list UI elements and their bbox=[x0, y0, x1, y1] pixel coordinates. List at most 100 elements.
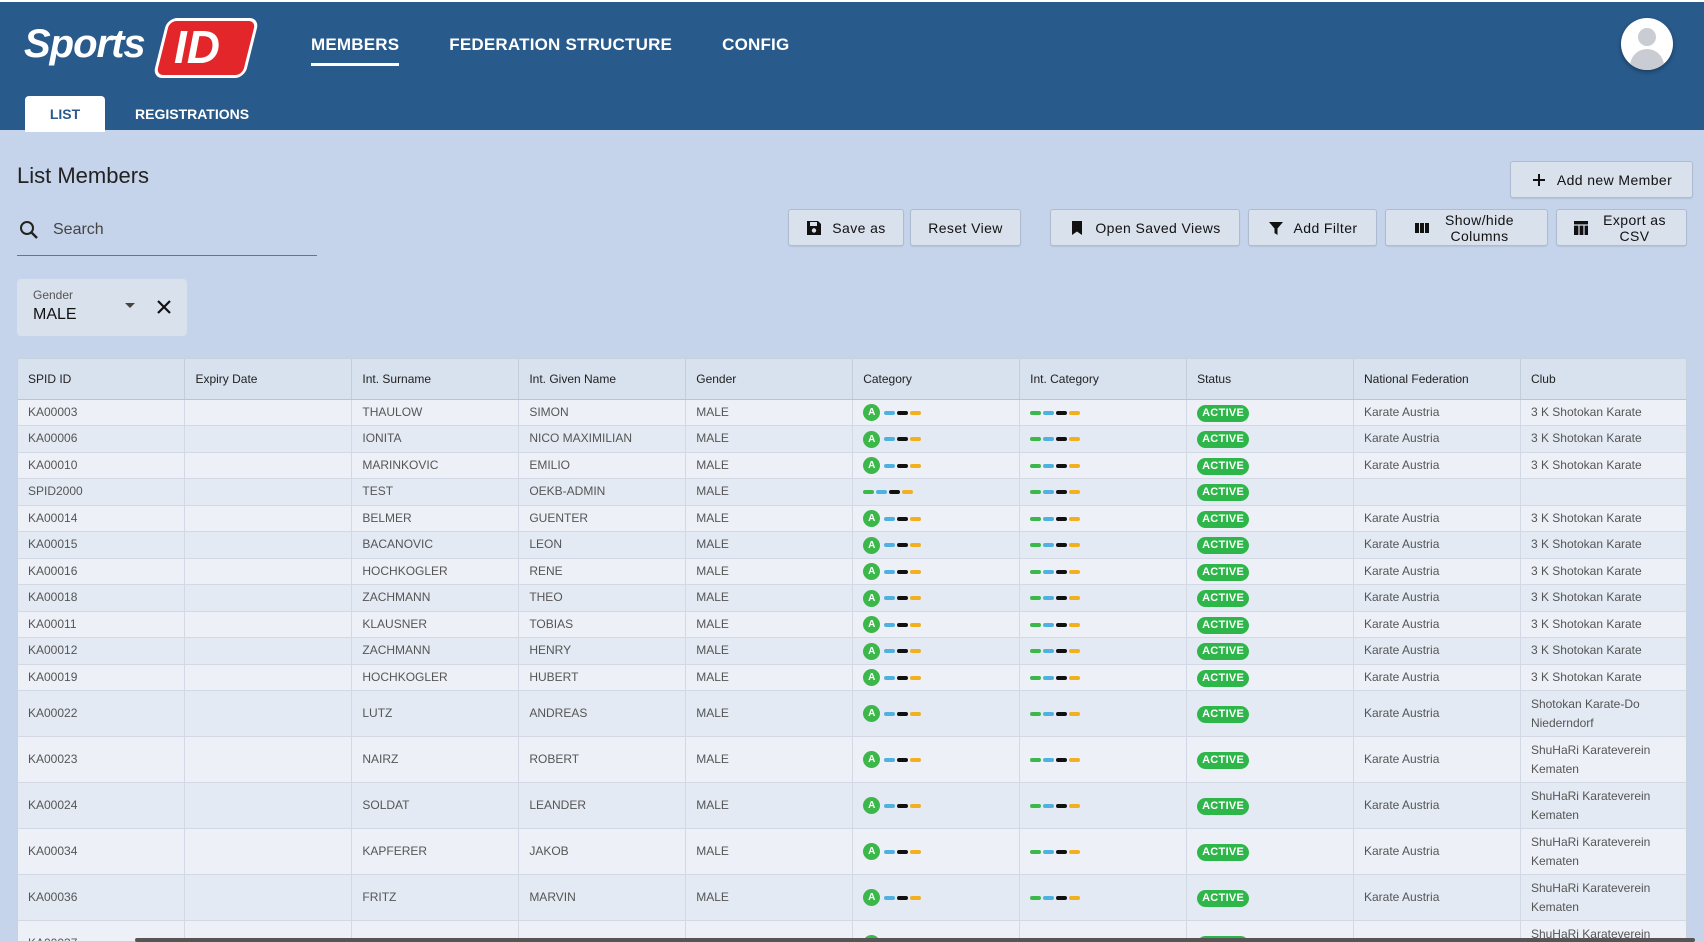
table-row[interactable]: KA00018 ZACHMANN THEO MALE A ACTIVE Karate Aus… bbox=[18, 584, 1686, 612]
cell-category: A bbox=[852, 736, 1021, 783]
reset-view-button[interactable]: Reset View bbox=[910, 209, 1021, 246]
tab-list[interactable]: LIST bbox=[25, 96, 105, 132]
column-header[interactable]: Int. Category bbox=[1019, 359, 1188, 400]
cell-int-category bbox=[1019, 558, 1188, 585]
cell-expiry bbox=[184, 782, 353, 829]
category-badge: A bbox=[863, 843, 881, 861]
table-row[interactable]: KA00006 IONITA NICO MAXIMILIAN MALE A ACTIVE K… bbox=[18, 425, 1686, 453]
cell-given: ROBERT bbox=[518, 736, 687, 783]
cell-category: A bbox=[852, 399, 1021, 426]
cell-int-category bbox=[1019, 736, 1188, 783]
category-badge: A bbox=[863, 510, 881, 528]
cell-spid: KA00006 bbox=[18, 425, 186, 453]
column-header[interactable]: Status bbox=[1186, 359, 1354, 400]
category-color-segment bbox=[1056, 757, 1068, 762]
table-row[interactable]: KA00016 HOCHKOGLER RENE MALE A ACTIVE Karate A… bbox=[18, 558, 1686, 585]
close-icon[interactable] bbox=[153, 296, 175, 318]
category-badge: A bbox=[863, 889, 881, 907]
add-filter-button[interactable]: Add Filter bbox=[1248, 209, 1377, 246]
cell-category: A bbox=[852, 782, 1021, 829]
category-color-segment bbox=[1069, 649, 1081, 654]
column-header[interactable]: SPID ID bbox=[18, 359, 186, 400]
category-color-segment bbox=[910, 622, 922, 627]
category-color-segment bbox=[902, 490, 914, 495]
category-color-segment bbox=[1043, 569, 1055, 574]
column-header[interactable]: Int. Given Name bbox=[518, 359, 687, 400]
column-header[interactable]: Expiry Date bbox=[184, 359, 353, 400]
cell-club: 3 K Shotokan Karate bbox=[1520, 637, 1686, 665]
table-row[interactable]: KA00011 KLAUSNER TOBIAS MALE A ACTIVE Karate A… bbox=[18, 611, 1686, 638]
cell-club: ShuHaRi Karateverein Kematen bbox=[1520, 828, 1686, 875]
caret-down-icon[interactable] bbox=[125, 303, 135, 308]
category-indicator: A bbox=[863, 616, 922, 634]
cell-surname: IONITA bbox=[351, 425, 520, 453]
category-color-segment bbox=[1043, 463, 1055, 468]
export-csv-label: Export as CSV bbox=[1603, 211, 1666, 244]
category-color-segment bbox=[884, 596, 896, 601]
category-indicator: A bbox=[863, 705, 922, 723]
category-color-segment bbox=[1043, 895, 1055, 900]
cell-category: A bbox=[852, 505, 1021, 532]
category-indicator: A bbox=[863, 797, 922, 815]
nav-members[interactable]: MEMBERS bbox=[311, 35, 400, 66]
table-row[interactable]: KA00019 HOCHKOGLER HUBERT MALE A ACTIVE Karate… bbox=[18, 664, 1686, 691]
category-badge: A bbox=[863, 563, 881, 581]
table-row[interactable]: KA00012 ZACHMANN HENRY MALE A ACTIVE Karate Au… bbox=[18, 637, 1686, 665]
add-new-member-button[interactable]: Add new Member bbox=[1510, 161, 1693, 198]
cell-int-category bbox=[1019, 425, 1188, 453]
horizontal-scrollbar[interactable] bbox=[135, 938, 1695, 942]
category-color-segment bbox=[897, 757, 909, 762]
category-indicator bbox=[1030, 543, 1081, 548]
table-row[interactable]: KA00023 NAIRZ ROBERT MALE A ACTIVE Karate Aust… bbox=[18, 736, 1686, 783]
table-row[interactable]: KA00036 FRITZ MARVIN MALE A ACTIVE Karate Aust… bbox=[18, 874, 1686, 921]
column-header[interactable]: Int. Surname bbox=[351, 359, 520, 400]
column-header[interactable]: Club bbox=[1520, 359, 1686, 400]
category-color-segment bbox=[884, 410, 896, 415]
user-avatar[interactable] bbox=[1621, 18, 1673, 70]
cell-surname: HOCHKOGLER bbox=[351, 558, 520, 585]
sportsid-logo[interactable]: Sports ID bbox=[24, 14, 260, 80]
gender-filter[interactable]: Gender MALE bbox=[17, 279, 187, 336]
cell-given: OEKB-ADMIN bbox=[518, 478, 687, 506]
category-color-segment bbox=[1056, 803, 1068, 808]
show-hide-columns-button[interactable]: Show/hide Columns bbox=[1385, 209, 1548, 246]
category-color-segment bbox=[884, 516, 896, 521]
table-row[interactable]: KA00024 SOLDAT LEANDER MALE A ACTIVE Karate Au… bbox=[18, 782, 1686, 829]
tab-registrations[interactable]: REGISTRATIONS bbox=[135, 106, 250, 122]
cell-given: NICO MAXIMILIAN bbox=[518, 425, 687, 453]
table-body: KA00003 THAULOW SIMON MALE A ACTIVE Karate Aus… bbox=[18, 399, 1686, 941]
category-color-segment bbox=[897, 803, 909, 808]
column-header[interactable]: Category bbox=[852, 359, 1021, 400]
column-header[interactable]: Gender bbox=[685, 359, 854, 400]
status-badge: ACTIVE bbox=[1197, 404, 1250, 422]
table-row[interactable]: KA00034 KAPFERER JAKOB MALE A ACTIVE Karate Au… bbox=[18, 828, 1686, 875]
nav-federation-structure[interactable]: FEDERATION STRUCTURE bbox=[449, 35, 673, 54]
save-as-button[interactable]: Save as bbox=[788, 209, 904, 246]
table-row[interactable]: KA00010 MARINKOVIC EMILIO MALE A ACTIVE Karate… bbox=[18, 452, 1686, 479]
category-indicator: A bbox=[863, 751, 922, 769]
category-color-segment bbox=[1069, 711, 1081, 716]
cell-given: HENRY bbox=[518, 637, 687, 665]
cell-status: ACTIVE bbox=[1186, 664, 1354, 691]
save-icon bbox=[806, 220, 822, 236]
table-row[interactable]: SPID2000 TEST OEKB-ADMIN MALE ACTIVE bbox=[18, 478, 1686, 506]
cell-club: ShuHaRi Karateverein Kematen bbox=[1520, 874, 1686, 921]
search-input[interactable] bbox=[53, 216, 303, 244]
table-row[interactable]: KA00022 LUTZ ANDREAS MALE A ACTIVE Karate Aust… bbox=[18, 690, 1686, 737]
table-row[interactable]: KA00015 BACANOVIC LEON MALE A ACTIVE Karate Au… bbox=[18, 531, 1686, 559]
export-csv-button[interactable]: Export as CSV bbox=[1556, 209, 1687, 246]
table-row[interactable]: KA00014 BELMER GUENTER MALE A ACTIVE Karate Au… bbox=[18, 505, 1686, 532]
nav-config[interactable]: CONFIG bbox=[722, 35, 790, 54]
category-color-segment bbox=[1030, 569, 1042, 574]
column-header[interactable]: National Federation bbox=[1353, 359, 1521, 400]
category-indicator bbox=[1030, 569, 1081, 574]
category-indicator bbox=[1030, 596, 1081, 601]
table-row[interactable]: KA00003 THAULOW SIMON MALE A ACTIVE Karate Aus… bbox=[18, 399, 1686, 426]
members-table-container: SPID ID Expiry Date Int. Surname Int. Given… bbox=[17, 358, 1687, 942]
open-saved-views-button[interactable]: Open Saved Views bbox=[1050, 209, 1240, 246]
category-indicator: A bbox=[863, 589, 922, 607]
category-color-segment bbox=[910, 569, 922, 574]
category-color-segment bbox=[1043, 711, 1055, 716]
category-badge: A bbox=[863, 589, 881, 607]
